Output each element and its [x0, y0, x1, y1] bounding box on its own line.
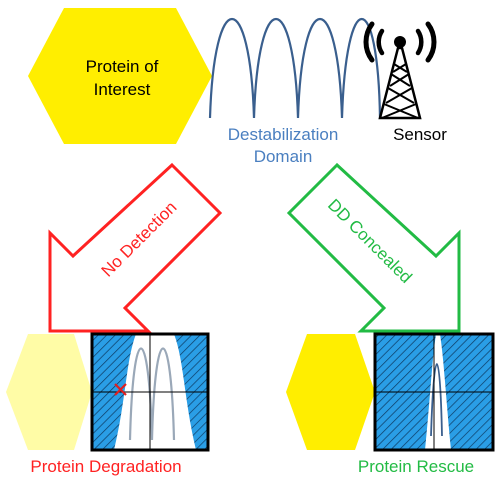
protein-label-line1: Protein of — [86, 57, 159, 76]
degraded-protein-hexagon — [6, 334, 92, 450]
sensor-label: Sensor — [393, 125, 447, 144]
no-detection-arrow — [48, 162, 223, 333]
sensor-box-degradation — [90, 332, 210, 452]
radio-tower-icon — [363, 21, 437, 120]
rescued-protein-hexagon — [286, 334, 375, 450]
destabilization-domain-coil — [208, 17, 382, 119]
dd-concealed-arrow — [286, 162, 461, 333]
x-mark-icon — [114, 383, 127, 396]
protein-hexagon — [28, 8, 212, 144]
protein-label-line2: Interest — [94, 80, 151, 99]
degraded-domain-coil — [128, 347, 176, 441]
destabilization-label-line2: Domain — [254, 147, 313, 166]
concealed-domain-coil — [430, 363, 443, 437]
protein-rescue-label: Protein Rescue — [358, 457, 474, 476]
protein-degradation-label: Protein Degradation — [30, 457, 181, 476]
sensor-box-rescue — [373, 332, 495, 452]
destabilization-label-line1: Destabilization — [228, 125, 339, 144]
